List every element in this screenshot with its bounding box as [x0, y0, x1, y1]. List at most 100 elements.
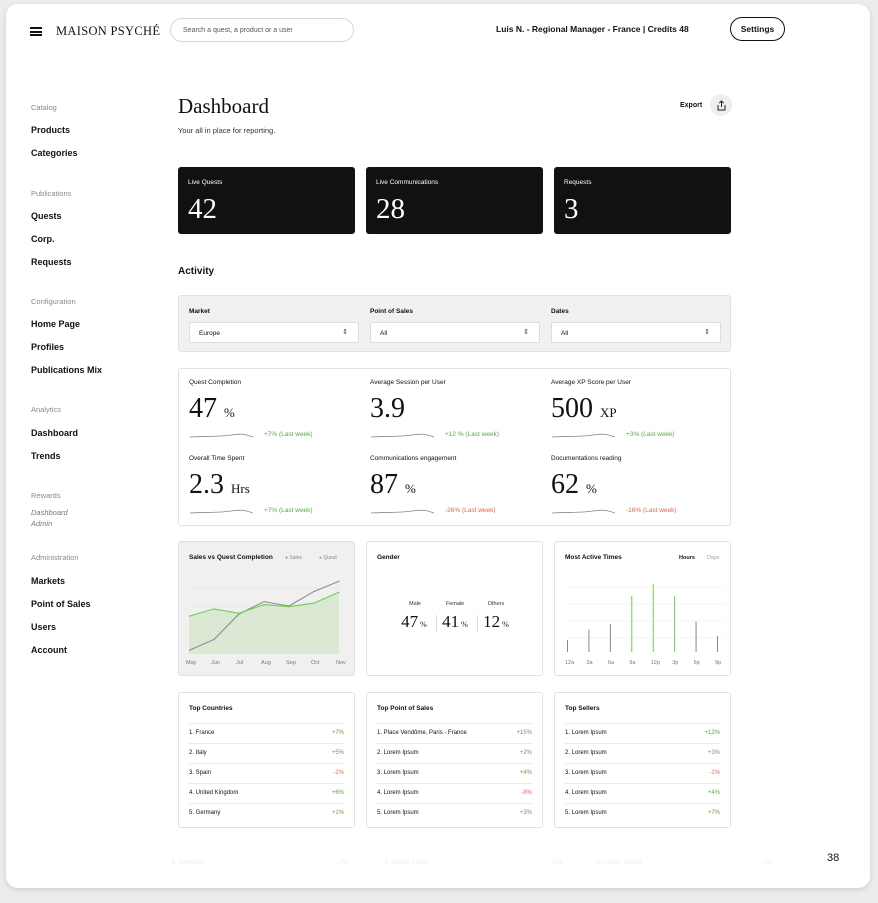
menu-icon[interactable] [30, 27, 42, 36]
metric-number: 87 [370, 469, 398, 500]
x-tick: Aug [261, 660, 271, 666]
metric-card[interactable]: Average Session per User 3.9 +12 % (Last … [370, 379, 540, 449]
sidebar-item-users[interactable]: Users [31, 622, 57, 632]
gender-label-others: Others [487, 601, 505, 607]
table-row[interactable]: 5. Lorem Ipsum +3% [377, 803, 532, 823]
table-row[interactable]: 5. Germany +1% [189, 803, 344, 823]
tab-hours[interactable]: Hours [679, 555, 695, 561]
metric-card[interactable]: Overall Time Spent 2.3 Hrs +7% (Last week) [189, 455, 359, 525]
table-row[interactable]: 1. Place Vendôme, Paris - France +15% [377, 723, 532, 743]
sales-chart-card: Sales vs Quest Completion ● Sales ● Ques… [178, 541, 355, 676]
sidebar-item-rewards-dashboard[interactable]: Dashboard [31, 508, 68, 517]
sidebar-item-rewards-admin[interactable]: Admin [31, 519, 53, 528]
ghost-text: 4. Germany [171, 859, 205, 866]
table-row[interactable]: 2. Lorem Ipsum +3% [565, 743, 720, 763]
sales-line-chart[interactable] [189, 570, 349, 658]
table-row[interactable]: 4. United Kingdom +6% [189, 783, 344, 803]
row-name: 2. Italy [189, 750, 207, 756]
metric-card[interactable]: Documentations reading 62 % -16% (Last wee… [551, 455, 721, 525]
dates-select[interactable]: All ⇕ [551, 322, 721, 343]
metrics-panel: Quest Completion 47 % +7% (Last week) Avera… [178, 368, 731, 526]
x-tick: 12a [565, 660, 575, 666]
ghost-text: 4. Lorem Ipsum [596, 859, 642, 866]
point-of-sales-select[interactable]: All ⇕ [370, 322, 540, 343]
kpi-live-communications[interactable]: Live Communications 28 [366, 167, 543, 234]
row-name: 1. Lorem Ipsum [565, 730, 607, 736]
bar-9a [631, 596, 633, 652]
row-change: +6% [331, 790, 344, 796]
sidebar-item-quests[interactable]: Quests [31, 211, 62, 221]
export-button[interactable] [710, 94, 732, 116]
x-tick: 3a [586, 660, 593, 666]
sidebar-item-products[interactable]: Products [31, 125, 71, 135]
kpi-label: Requests [564, 179, 592, 186]
table-row[interactable]: 1. Lorem Ipsum +12% [565, 723, 720, 743]
metric-label: Communications engagement [370, 455, 457, 462]
kpi-requests[interactable]: Requests 3 [554, 167, 731, 234]
search-input[interactable]: Search a quest, a product or a user [170, 18, 354, 42]
sidebar-item-categories[interactable]: Categories [31, 148, 78, 158]
table-row[interactable]: 1. France +7% [189, 723, 344, 743]
export-label[interactable]: Export [680, 102, 703, 109]
row-name: 3. Spain [189, 770, 212, 776]
x-tick: Sep [286, 660, 296, 666]
brand-logo[interactable]: MAISON PSYCHÉ [56, 24, 161, 38]
table-row[interactable]: 3. Lorem Ipsum +4% [377, 763, 532, 783]
row-name: 2. Lorem Ipsum [377, 750, 419, 756]
table-row[interactable]: 2. Italy +5% [189, 743, 344, 763]
x-tick: 6a [607, 660, 614, 666]
sparkline [370, 433, 435, 438]
row-change: +4% [707, 790, 720, 796]
x-tick: Jul [236, 660, 244, 666]
table-row[interactable]: 4. Lorem Ipsum -8% [377, 783, 532, 803]
sidebar-item-requests[interactable]: Requests [31, 257, 72, 267]
sidebar-item-trends[interactable]: Trends [31, 451, 61, 461]
metric-value: 62 % [551, 469, 597, 501]
sidebar-item-dashboard[interactable]: Dashboard [31, 428, 79, 438]
metric-change: +7% (Last week) [264, 507, 313, 514]
sidebar-item-account[interactable]: Account [31, 645, 67, 655]
sidebar-item-point-of-sales[interactable]: Point of Sales [31, 599, 91, 609]
metric-change: +7% (Last week) [264, 431, 313, 438]
x-tick: 3p [672, 660, 679, 666]
select-value: Europe [199, 330, 220, 337]
sidebar-item-home-page[interactable]: Home Page [31, 319, 81, 329]
sidebar-section-rewards: Rewards [31, 491, 61, 500]
row-name: 3. Lorem Ipsum [377, 770, 419, 776]
sidebar-item-publications-mix[interactable]: Publications Mix [31, 365, 103, 375]
active-times-bar-chart[interactable] [565, 570, 725, 656]
sidebar-item-markets[interactable]: Markets [31, 576, 66, 586]
sales-line-point [213, 638, 215, 641]
metric-change: +12 % (Last week) [445, 431, 500, 438]
select-value: All [380, 330, 388, 337]
filter-label-market: Market [189, 308, 210, 315]
settings-button[interactable]: Settings [730, 17, 785, 41]
section-title-activity: Activity [178, 266, 215, 277]
bar-12a [567, 640, 568, 652]
filters-panel: Market Europe ⇕ Point of Sales All ⇕ Dates… [178, 295, 731, 352]
value: 47 [401, 612, 419, 631]
market-select[interactable]: Europe ⇕ [189, 322, 359, 343]
metric-unit: % [405, 481, 416, 496]
table-row[interactable]: 5. Lorem Ipsum +7% [565, 803, 720, 823]
sidebar-item-profiles[interactable]: Profiles [31, 342, 65, 352]
x-tick: Nov [336, 660, 346, 666]
table-row[interactable]: 2. Lorem Ipsum +2% [377, 743, 532, 763]
row-change: +15% [516, 730, 532, 736]
metric-card[interactable]: Quest Completion 47 % +7% (Last week) [189, 379, 359, 449]
metric-number: 3.9 [370, 393, 405, 424]
kpi-live-quests[interactable]: Live Quests 42 [178, 167, 355, 234]
sidebar-section-administration: Administration [31, 553, 79, 562]
table-row[interactable]: 4. Lorem Ipsum +4% [565, 783, 720, 803]
metric-label: Average Session per User [370, 379, 446, 386]
sidebar-item-corp[interactable]: Corp. [31, 234, 55, 244]
tab-days[interactable]: Days [707, 555, 720, 561]
x-tick: May [186, 660, 197, 666]
x-tick: 12p [650, 660, 660, 666]
table-row[interactable]: 3. Spain -2% [189, 763, 344, 783]
table-row[interactable]: 3. Lorem Ipsum -1% [565, 763, 720, 783]
divider [436, 615, 437, 632]
metric-card[interactable]: Communications engagement 87 % -26% (Last … [370, 455, 540, 525]
metric-card[interactable]: Average XP Score per User 500 XP +3% (Last… [551, 379, 721, 449]
page-number: 38 [827, 852, 840, 864]
